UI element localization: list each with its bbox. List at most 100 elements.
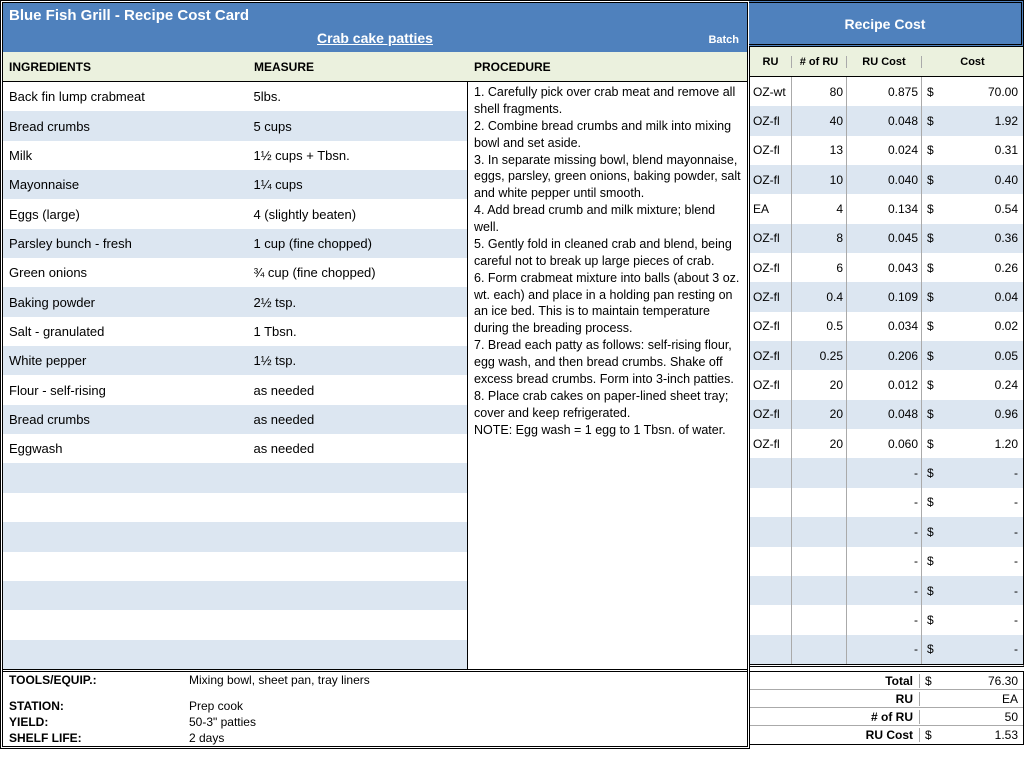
cost-nru [792,576,847,605]
cost-ru [750,605,792,634]
cost-ru: OZ-fl [750,341,792,370]
cost-amount: $0.04 [922,282,1023,311]
cost-ru [750,547,792,576]
cost-ru [750,517,792,546]
summary-total-value: $76.30 [920,674,1023,688]
ingredient-name: Green onions [3,265,247,280]
cost-body: OZ-wt800.875$70.00OZ-fl400.048$1.92OZ-fl… [749,77,1024,667]
ingredient-measure: 1 Tbsn. [247,324,467,339]
ingredient-row: Salt - granulated1 Tbsn. [3,317,467,346]
ingredient-row: Parsley bunch - fresh1 cup (fine chopped… [3,229,467,258]
cost-row: OZ-fl200.060$1.20 [750,429,1023,458]
cost-amount: $0.26 [922,253,1023,282]
cost-row: -$- [750,488,1023,517]
ingredient-row [3,463,467,492]
summary-nru-value: 50 [920,710,1023,724]
cost-amount: $0.31 [922,136,1023,165]
cost-amount: $- [922,605,1023,634]
cost-row: OZ-wt800.875$70.00 [750,77,1023,106]
ingredient-row: Eggs (large)4 (slightly beaten) [3,199,467,228]
cost-rucost: - [847,517,922,546]
cost-nru [792,517,847,546]
cost-rucost: - [847,458,922,487]
header-cost: Cost [922,56,1023,68]
header-procedure: PROCEDURE [468,60,747,74]
cost-amount: $- [922,576,1023,605]
cost-rucost: 0.045 [847,224,922,253]
ingredient-row [3,581,467,610]
cost-nru: 10 [792,165,847,194]
cost-row: OZ-fl100.040$0.40 [750,165,1023,194]
procedure-text: 1. Carefully pick over crab meat and rem… [468,82,747,669]
ingredient-row: White pepper1½ tsp. [3,346,467,375]
cost-row: -$- [750,517,1023,546]
cost-nru [792,458,847,487]
cost-rucost: 0.048 [847,400,922,429]
cost-amount: $0.40 [922,165,1023,194]
ingredient-row: Milk1½ cups + Tbsn. [3,141,467,170]
cost-nru: 80 [792,77,847,106]
ingredient-row: Bread crumbsas needed [3,405,467,434]
cost-row: -$- [750,605,1023,634]
cost-amount: $1.20 [922,429,1023,458]
summary-rucost-value: $1.53 [920,728,1023,742]
header-ru: RU [750,56,792,68]
ingredients-column: Back fin lump crabmeat5lbs. Bread crumbs5… [3,82,468,669]
cost-nru: 13 [792,136,847,165]
ingredient-name: Mayonnaise [3,177,247,192]
cost-nru: 6 [792,253,847,282]
cost-nru: 0.25 [792,341,847,370]
shelf-label: SHELF LIFE: [9,731,189,745]
ingredient-name: Bread crumbs [3,412,247,427]
ingredient-name: Eggwash [3,441,247,456]
summary-total-label: Total [750,674,920,688]
cost-row: OZ-fl200.048$0.96 [750,400,1023,429]
batch-label: Batch [708,34,739,46]
ingredient-row: Green onions¾ cup (fine chopped) [3,258,467,287]
cost-row: OZ-fl60.043$0.26 [750,253,1023,282]
cost-ru: OZ-fl [750,429,792,458]
ingredient-measure: 1½ cups + Tbsn. [247,148,467,163]
cost-row: OZ-fl130.024$0.31 [750,136,1023,165]
ingredient-measure: 4 (slightly beaten) [247,207,467,222]
summary-nru-label: # of RU [750,710,920,724]
ingredient-row: Eggwashas needed [3,434,467,463]
cost-ru [750,458,792,487]
ingredient-measure: 5lbs. [247,89,467,104]
cost-amount: $- [922,458,1023,487]
ingredient-measure: ¾ cup (fine chopped) [247,265,467,280]
header-rucost: RU Cost [847,56,922,68]
ingredient-name: Salt - granulated [3,324,247,339]
cost-nru: 8 [792,224,847,253]
left-panel: Blue Fish Grill - Recipe Cost Card Crab … [0,0,750,749]
ingredient-name: Milk [3,148,247,163]
cost-row: -$- [750,635,1023,664]
ingredient-row: Mayonnaise1¼ cups [3,170,467,199]
cost-ru: OZ-fl [750,282,792,311]
cost-nru: 4 [792,194,847,223]
summary-ru-label: RU [750,692,920,706]
cost-rucost: 0.034 [847,312,922,341]
cost-nru [792,635,847,664]
station-value: Prep cook [189,699,741,713]
shelf-value: 2 days [189,731,741,745]
footer: TOOLS/EQUIP.: Mixing bowl, sheet pan, tr… [3,672,747,746]
cost-ru: OZ-fl [750,253,792,282]
ingredient-name: Back fin lump crabmeat [3,89,247,104]
header-nru: # of RU [792,56,847,68]
cost-column-headers: RU # of RU RU Cost Cost [749,47,1024,77]
cost-amount: $0.05 [922,341,1023,370]
cost-ru [750,635,792,664]
cost-amount: $0.02 [922,312,1023,341]
ingredient-row [3,610,467,639]
cost-amount: $0.36 [922,224,1023,253]
cost-ru: OZ-fl [750,312,792,341]
cost-nru: 0.4 [792,282,847,311]
cost-ru [750,576,792,605]
cost-amount: $- [922,635,1023,664]
cost-ru: EA [750,194,792,223]
summary-rucost-label: RU Cost [750,728,920,742]
ingredient-row [3,552,467,581]
header-ingredients: INGREDIENTS [3,60,248,74]
ingredient-row: Bread crumbs5 cups [3,111,467,140]
